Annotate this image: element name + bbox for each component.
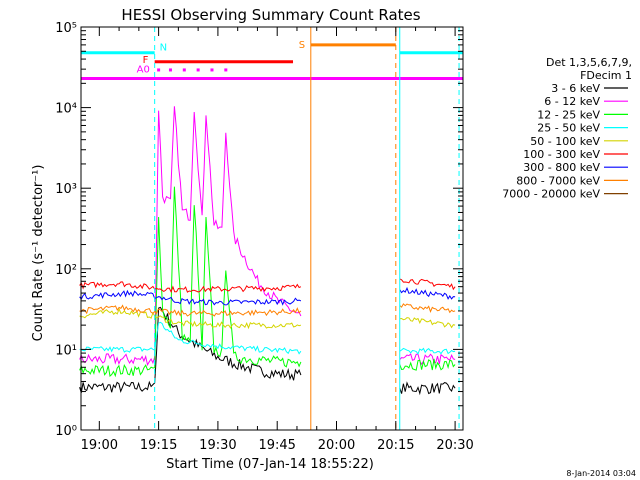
attenuator-mark	[157, 68, 161, 72]
y-axis-label: Count Rate (s⁻¹ detector⁻¹)	[31, 165, 46, 342]
series-line	[399, 303, 456, 314]
x-axis-label: Start Time (07-Jan-14 18:55:22)	[166, 457, 374, 472]
x-tick-label: 20:30	[436, 438, 473, 453]
legend-entry-label: 3 - 6 keV	[551, 82, 600, 95]
series-line	[399, 278, 456, 291]
series-line	[79, 307, 302, 330]
series-line	[399, 347, 456, 355]
x-tick-label: 19:15	[140, 438, 177, 453]
series-line	[79, 304, 302, 317]
series-line	[399, 358, 456, 371]
x-tick-label: 19:45	[258, 438, 295, 453]
attenuator-mark	[210, 68, 214, 72]
attenuator-mark	[196, 68, 200, 72]
night-flag-label: N	[160, 43, 167, 54]
x-tick-label: 20:00	[318, 438, 355, 453]
legend-entry-label: 25 - 50 keV	[537, 122, 600, 135]
legend-title: FDecim 1	[580, 69, 632, 82]
footer-date: 8-Jan-2014 03:04	[566, 469, 636, 478]
series-line	[79, 289, 302, 306]
series-line	[79, 321, 302, 355]
x-tick-label: 19:00	[81, 438, 118, 453]
series-line	[399, 381, 456, 396]
chart-title: HESSI Observing Summary Count Rates	[121, 6, 420, 24]
y-tick-label: 10⁵	[55, 21, 77, 36]
legend-title: Det 1,3,5,6,7,9,	[546, 56, 632, 69]
legend-entry-label: 12 - 25 keV	[537, 108, 600, 121]
legend-entry-label: 800 - 7000 keV	[516, 174, 600, 187]
attenuator-mark	[182, 68, 186, 72]
plot-border	[80, 26, 464, 431]
legend-entry-label: 100 - 300 keV	[523, 148, 600, 161]
y-tick-label: 10⁴	[55, 102, 77, 117]
y-tick-label: 10²	[55, 263, 77, 278]
legend-entry-label: 6 - 12 keV	[544, 95, 600, 108]
attenuator-mark	[168, 68, 172, 72]
plot-data	[79, 106, 456, 396]
series-line	[79, 281, 302, 294]
y-tick-label: 10¹	[55, 343, 77, 358]
series-line	[399, 317, 456, 329]
flare-flag-label: F	[143, 55, 149, 66]
saa-flag-label: S	[299, 40, 305, 51]
y-tick-label: 10⁰	[55, 424, 77, 439]
x-tick-label: 19:30	[199, 438, 236, 453]
legend-entry-label: 50 - 100 keV	[530, 135, 600, 148]
legend-entry-label: 300 - 800 keV	[523, 161, 600, 174]
x-tick-label: 20:15	[377, 438, 414, 453]
axes: 10⁰ 10¹ 10² 10³ 10⁴ 10⁵ 19:00 19:15 19:30 19:45 20…	[55, 21, 474, 453]
attenuator-flag-label: A0	[137, 64, 150, 75]
series-line	[79, 106, 302, 367]
attenuator-mark	[224, 68, 228, 72]
legend-entry-label: 7000 - 20000 keV	[502, 188, 600, 201]
y-tick-label: 10³	[55, 182, 77, 197]
series-line	[79, 186, 302, 378]
series-line	[399, 353, 456, 366]
series-line	[399, 286, 456, 300]
